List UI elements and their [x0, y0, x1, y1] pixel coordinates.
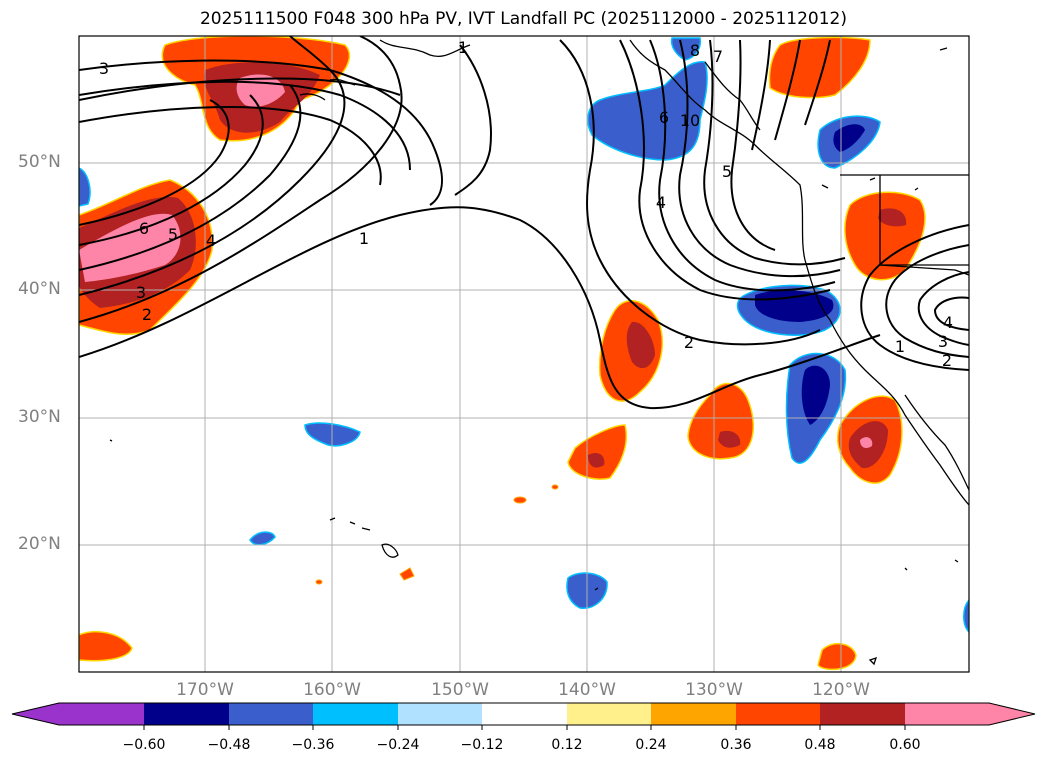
- lat-label-30n: 30°N: [18, 407, 61, 427]
- contour-label: 1: [895, 337, 905, 356]
- contour-label: 1: [458, 38, 468, 57]
- colorbar-swatch: [313, 703, 398, 725]
- contour-label: 2: [684, 333, 694, 352]
- contour-label: 6: [139, 219, 149, 238]
- gridlines: [79, 36, 969, 672]
- lat-label-50n: 50°N: [18, 152, 61, 172]
- colorbar-tick-label: 0.12: [551, 737, 583, 753]
- colorbar-swatch: [651, 703, 736, 725]
- colorbar-swatch: [229, 703, 313, 725]
- lon-label-150w: 150°W: [431, 680, 489, 700]
- colorbar-tick-label: 0.36: [720, 737, 752, 753]
- contour-label: 8: [690, 41, 700, 60]
- lon-label-120w: 120°W: [812, 680, 870, 700]
- contour-label: 10: [680, 111, 700, 130]
- map-frame: [78, 35, 970, 673]
- colorbar-tick-label: −0.36: [291, 737, 335, 753]
- lon-label-130w: 130°W: [685, 680, 743, 700]
- lon-label-160w: 160°W: [303, 680, 361, 700]
- contour-label: 4: [656, 193, 666, 212]
- colorbar-tick-label: 0.24: [635, 737, 667, 753]
- colorbar-extend-left: [12, 703, 59, 725]
- contour-label: 2: [942, 351, 952, 370]
- colorbar-tick-label: −0.60: [122, 737, 166, 753]
- contour-label: 4: [206, 231, 216, 250]
- contour-label: 1: [359, 229, 369, 248]
- ivt-contours: [79, 36, 969, 410]
- contour-label: 6: [659, 108, 669, 127]
- lat-label-20n: 20°N: [18, 534, 61, 554]
- colorbar-tick-label: −0.12: [460, 737, 504, 753]
- colorbar-swatch: [482, 703, 567, 725]
- colorbar-swatch: [567, 703, 651, 725]
- contour-label: 3: [938, 332, 948, 351]
- colorbar: [11, 702, 1036, 730]
- contour-label: 7: [713, 47, 723, 66]
- contour-label: 2: [142, 305, 152, 324]
- colorbar-tick-label: −0.48: [207, 737, 251, 753]
- colorbar-swatch: [144, 703, 229, 725]
- lon-label-170w: 170°W: [176, 680, 234, 700]
- colorbar-extend-right: [989, 703, 1035, 725]
- colorbar-tick-label: 0.60: [889, 737, 921, 753]
- contour-label: 3: [136, 283, 146, 302]
- colorbar-tick-label: −0.24: [376, 737, 420, 753]
- contour-label: 5: [722, 162, 732, 181]
- colorbar-swatch: [905, 703, 989, 725]
- coastlines: [109, 39, 969, 666]
- colorbar-tick-label: 0.48: [804, 737, 836, 753]
- lat-label-40n: 40°N: [18, 279, 61, 299]
- lon-label-140w: 140°W: [558, 680, 616, 700]
- colorbar-swatch: [398, 703, 482, 725]
- map-plot-area: 3 1 6 5 4 3 2 1 8 7 6 10 5 4 2 4 3 2 1: [79, 36, 969, 672]
- colorbar-swatch: [59, 703, 144, 725]
- contour-label: 4: [943, 313, 953, 332]
- colorbar-swatch: [736, 703, 820, 725]
- contour-label: 5: [168, 225, 178, 244]
- colorbar-swatch: [820, 703, 905, 725]
- contour-labels: 3 1 6 5 4 3 2 1 8 7 6 10 5 4 2 4 3 2 1: [99, 38, 953, 370]
- pv-shading: [79, 36, 969, 671]
- map-title: 2025111500 F048 300 hPa PV, IVT Landfall…: [199, 9, 847, 29]
- contour-label: 3: [99, 59, 109, 78]
